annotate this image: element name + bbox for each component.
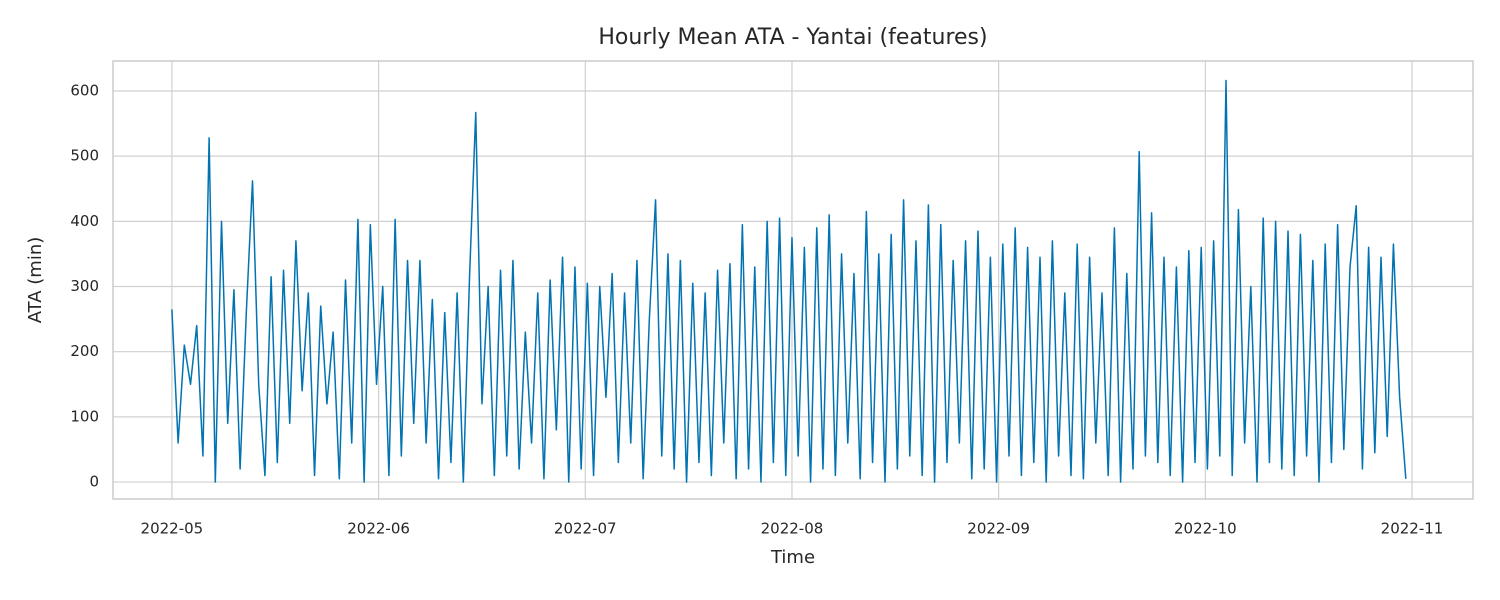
- x-tick-label: 2022-06: [347, 520, 410, 538]
- y-axis-label: ATA (min): [25, 237, 46, 324]
- chart-title: Hourly Mean ATA - Yantai (features): [598, 25, 987, 50]
- y-tick-label: 400: [70, 212, 99, 230]
- x-tick-label: 2022-11: [1381, 520, 1444, 538]
- plot-frame: [112, 60, 1474, 500]
- x-tick-label: 2022-07: [554, 520, 617, 538]
- y-tick-label: 300: [70, 277, 99, 295]
- data-line: [171, 79, 1407, 483]
- y-tick-label: 500: [70, 147, 99, 165]
- x-axis-label: Time: [770, 547, 815, 568]
- x-tick-label: 2022-10: [1174, 520, 1237, 538]
- y-tick-label: 600: [70, 81, 99, 99]
- x-tick-label: 2022-05: [141, 520, 204, 538]
- y-tick-label: 0: [89, 473, 99, 491]
- y-tick-label: 200: [70, 342, 99, 360]
- x-tick-label: 2022-08: [761, 520, 824, 538]
- x-tick-label: 2022-09: [967, 520, 1030, 538]
- y-tick-label: 100: [70, 407, 99, 425]
